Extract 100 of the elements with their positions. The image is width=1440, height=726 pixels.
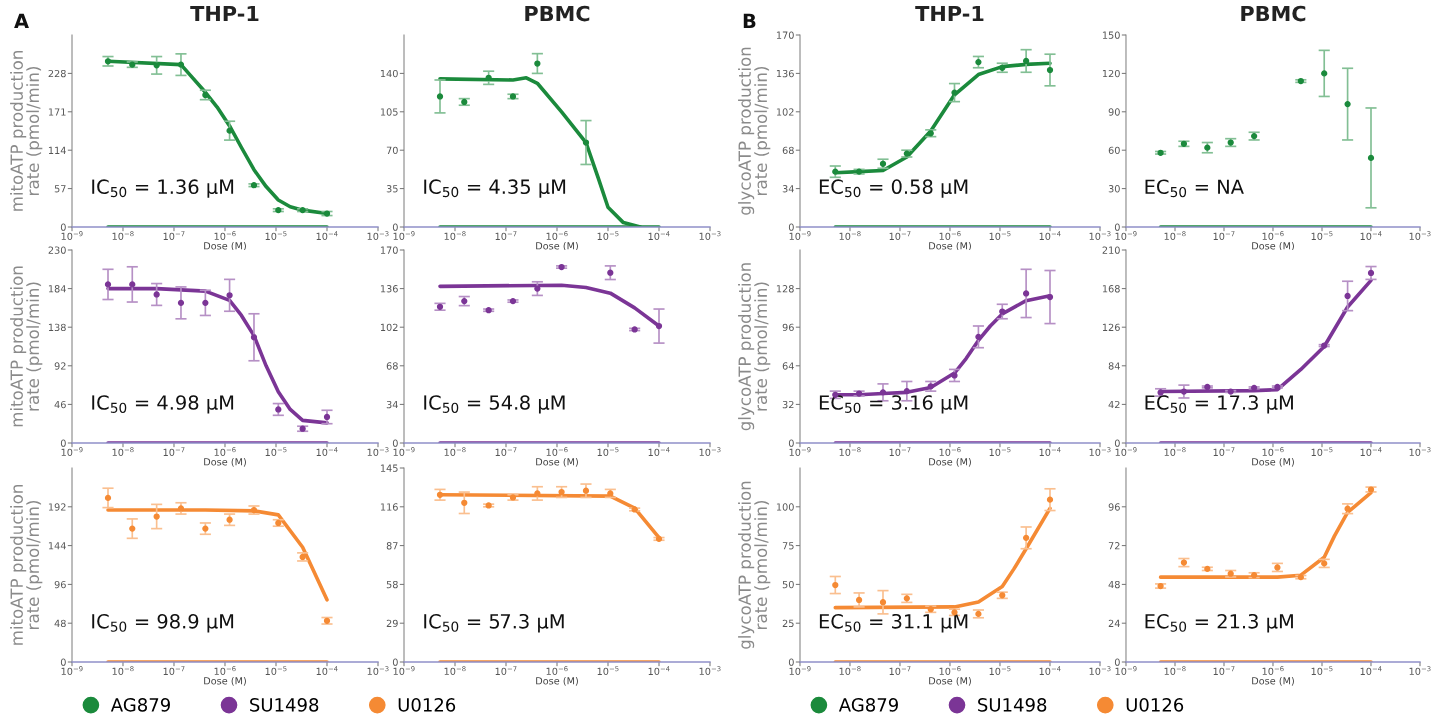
y-tick-label: 87: [386, 542, 398, 550]
x-tick-label: 10$^{−6}$: [1262, 666, 1284, 676]
text: A: [14, 13, 29, 28]
x-tick-label: 10$^{−8}$: [839, 447, 861, 457]
y-tick-label: 70: [386, 146, 398, 155]
y-tick-label: 46: [54, 400, 66, 409]
annotation: IC$_{50}$ = 98.9 µM: [92, 613, 234, 633]
x-tick-label: 10$^{−6}$: [1262, 447, 1284, 457]
y-tick-label: 0: [1114, 223, 1120, 231]
x-tick-label: 10$^{−3}$: [699, 231, 721, 241]
y-tick-label: 126: [1102, 323, 1120, 332]
y-tick-label: 32: [782, 400, 794, 409]
y-tick-label: 68: [782, 146, 794, 155]
x-tick-label: 10$^{−3}$: [1409, 447, 1431, 457]
x-tick-label: 10$^{−9}$: [789, 666, 811, 676]
x-tick-label: 10$^{−7}$: [163, 231, 185, 241]
x-tick-label: 10$^{−4}$: [1360, 666, 1382, 676]
x-tick-label: 10$^{−9}$: [789, 231, 811, 241]
y-tick-label: 0: [788, 439, 794, 447]
y-tick-label: 50: [782, 580, 794, 589]
y-tick-label: 0: [788, 658, 794, 666]
x-tick-label: 10$^{−4}$: [316, 666, 338, 676]
y-axis-title: mitoATP production rate (pmol/min): [10, 51, 43, 211]
x-tick-label: 10$^{−9}$: [393, 447, 415, 457]
chart-title: PBMC: [1241, 5, 1306, 22]
x-tick-label: 10$^{−9}$: [393, 231, 415, 241]
x-tick-label: 10$^{−3}$: [367, 447, 389, 457]
x-tick-label: 10$^{−8}$: [112, 666, 134, 676]
y-tick-label: 25: [782, 619, 794, 628]
annotation: EC$_{50}$ = 0.58 µM: [819, 179, 968, 198]
x-tick-label: 10$^{−8}$: [1164, 666, 1186, 676]
y-tick-label: 144: [48, 542, 66, 550]
x-axis-title: Dose (M): [1252, 457, 1294, 467]
y-tick-label: 24: [1108, 619, 1120, 627]
y-tick-label: 136: [776, 69, 794, 78]
x-tick-label: 10$^{−6}$: [939, 231, 961, 241]
x-tick-label: 10$^{−4}$: [1360, 231, 1382, 241]
x-tick-label: 10$^{−3}$: [1089, 666, 1111, 676]
x-tick-label: 10$^{−5}$: [597, 231, 619, 241]
x-tick-label: 10$^{−7}$: [889, 231, 911, 241]
y-tick-label: 42: [1108, 400, 1120, 409]
x-tick-label: 10$^{−6}$: [214, 666, 236, 676]
x-tick-label: 10$^{−7}$: [889, 666, 911, 676]
y-tick-label: 35: [386, 185, 398, 193]
y-tick-label: 145: [380, 464, 398, 472]
y-tick-label: 105: [380, 108, 398, 116]
x-tick-label: 10$^{−4}$: [1039, 666, 1061, 676]
y-tick-label: 68: [386, 362, 398, 370]
x-tick-label: 10$^{−7}$: [495, 447, 517, 457]
x-axis-title: Dose (M): [1252, 241, 1294, 251]
y-tick-label: 84: [1108, 362, 1120, 370]
x-tick-label: 10$^{−4}$: [1360, 447, 1382, 457]
x-axis-title: Dose (M): [1252, 676, 1294, 686]
x-tick-label: 10$^{−9}$: [61, 447, 83, 457]
y-tick-label: 138: [48, 323, 66, 332]
x-tick-label: 10$^{−6}$: [939, 666, 961, 676]
x-tick-label: 10$^{−3}$: [1409, 666, 1431, 676]
y-axis-title: mitoATP production rate (pmol/min): [10, 266, 43, 427]
x-tick-label: 10$^{−8}$: [1164, 447, 1186, 457]
y-tick-label: 90: [1108, 108, 1120, 116]
y-tick-label: 34: [386, 400, 398, 409]
x-axis-title: Dose (M): [204, 457, 246, 467]
y-tick-label: 230: [48, 246, 66, 254]
y-tick-label: 170: [776, 31, 794, 39]
x-axis-title: Dose (M): [536, 676, 578, 686]
legend-label: SU1498: [250, 698, 319, 712]
y-axis-title: glycoATP production rate (pmol/min): [738, 263, 771, 431]
annotation: EC$_{50}$ = 3.16 µM: [819, 395, 968, 414]
y-tick-label: 57: [54, 185, 66, 193]
y-tick-label: 0: [788, 223, 794, 231]
x-tick-label: 10$^{−6}$: [546, 447, 568, 457]
y-tick-label: 0: [60, 658, 66, 666]
y-tick-label: 136: [380, 285, 398, 293]
x-tick-label: 10$^{−8}$: [839, 666, 861, 676]
x-tick-label: 10$^{−5}$: [265, 666, 287, 676]
x-tick-label: 10$^{−9}$: [61, 231, 83, 241]
y-tick-label: 184: [48, 285, 66, 293]
x-tick-label: 10$^{−9}$: [1115, 231, 1137, 241]
y-tick-label: 171: [48, 108, 66, 116]
x-tick-label: 10$^{−6}$: [214, 231, 236, 241]
x-tick-label: 10$^{−5}$: [989, 666, 1011, 676]
x-tick-label: 10$^{−8}$: [444, 231, 466, 241]
x-tick-label: 10$^{−4}$: [648, 447, 670, 457]
y-tick-label: 72: [1108, 542, 1120, 550]
x-tick-label: 10$^{−3}$: [699, 666, 721, 676]
annotation: EC$_{50}$ = 31.1 µM: [819, 613, 968, 633]
legend-label: AG879: [110, 698, 170, 712]
x-tick-label: 10$^{−8}$: [839, 231, 861, 241]
legend-label: AG879: [838, 698, 898, 712]
x-tick-label: 10$^{−7}$: [889, 447, 911, 457]
x-tick-label: 10$^{−5}$: [597, 666, 619, 676]
x-tick-label: 10$^{−7}$: [1213, 666, 1235, 676]
x-tick-label: 10$^{−5}$: [1311, 231, 1333, 241]
y-tick-label: 60: [1108, 146, 1120, 155]
x-tick-label: 10$^{−5}$: [1311, 666, 1333, 676]
x-tick-label: 10$^{−9}$: [393, 666, 415, 676]
y-tick-label: 116: [380, 503, 398, 511]
y-tick-label: 34: [782, 185, 794, 193]
x-tick-label: 10$^{−9}$: [1115, 447, 1137, 457]
y-tick-label: 96: [1108, 503, 1120, 511]
